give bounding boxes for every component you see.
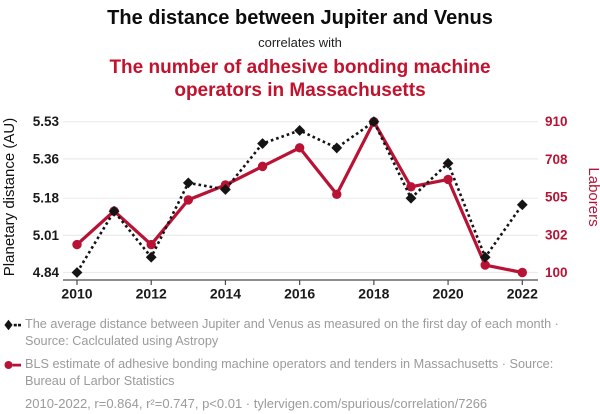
title-block: The distance between Jupiter and Venus c… bbox=[0, 7, 600, 102]
data-point-diamond bbox=[294, 125, 306, 136]
data-point-diamond bbox=[71, 267, 83, 278]
footer-stats-and-url: 2010-2022, r=0.864, r²=0.747, p<0.01 · t… bbox=[25, 396, 488, 411]
data-point-diamond bbox=[220, 184, 231, 195]
data-point-circle bbox=[257, 161, 268, 172]
x-tick-label: 2022 bbox=[507, 286, 538, 302]
x-tick-label: 2020 bbox=[433, 286, 464, 302]
data-point-circle bbox=[443, 174, 453, 185]
legend: The average distance between Jupiter and… bbox=[4, 316, 590, 389]
data-point-diamond bbox=[516, 199, 528, 211]
x-tick-label: 2018 bbox=[358, 286, 389, 302]
right-tick-label: 910 bbox=[545, 114, 568, 129]
legend-label-jupiter-venus: The average distance between Jupiter and… bbox=[25, 317, 559, 348]
page-title: The distance between Jupiter and Venus bbox=[107, 7, 493, 29]
data-point-diamond bbox=[405, 192, 417, 204]
x-tick-label: 2016 bbox=[284, 286, 315, 302]
data-point-diamond bbox=[479, 251, 491, 263]
right-axis-title: Laborers bbox=[585, 167, 600, 226]
right-tick-label: 708 bbox=[545, 152, 568, 167]
left-tick-label: 4.84 bbox=[33, 265, 60, 280]
title-connector: correlates with bbox=[258, 35, 342, 50]
right-tick-label: 100 bbox=[545, 265, 568, 280]
left-tick-label: 5.18 bbox=[33, 191, 60, 206]
left-axis-title: Planetary distance (AU) bbox=[1, 118, 18, 276]
legend-item-jupiter-venus: The average distance between Jupiter and… bbox=[4, 316, 590, 349]
data-point-diamond bbox=[368, 116, 380, 128]
data-point-circle bbox=[517, 267, 527, 278]
x-tick-label: 2014 bbox=[210, 286, 241, 302]
data-point-diamond bbox=[145, 251, 157, 263]
data-point-diamond bbox=[442, 157, 454, 169]
page-subtitle: The number of adhesive bonding machine o… bbox=[109, 57, 491, 101]
right-tick-label: 302 bbox=[545, 227, 568, 242]
data-point-circle bbox=[72, 239, 82, 250]
legend-item-bls-operators: BLS estimate of adhesive bonding machine… bbox=[4, 356, 590, 389]
diamond-dashed-line-icon bbox=[4, 319, 21, 331]
left-tick-label: 5.36 bbox=[33, 151, 60, 166]
legend-label-bls-operators: BLS estimate of adhesive bonding machine… bbox=[25, 357, 554, 388]
x-tick-label: 2012 bbox=[136, 286, 167, 302]
data-point-circle bbox=[294, 143, 305, 153]
left-tick-label: 5.01 bbox=[33, 228, 60, 243]
chart-area: 2010 2012 2014 2016 2018 2020 2022 4.84 5.01 5.18… bbox=[0, 105, 600, 310]
left-tick-label: 5.53 bbox=[33, 114, 60, 129]
data-point-circle bbox=[406, 182, 416, 192]
x-tick-label: 2010 bbox=[61, 286, 92, 302]
data-point-circle bbox=[183, 195, 194, 205]
data-point-diamond bbox=[257, 138, 268, 149]
right-tick-label: 505 bbox=[545, 190, 568, 205]
circle-solid-line-icon bbox=[4, 361, 21, 369]
data-point-circle bbox=[332, 189, 342, 200]
data-point-circle bbox=[146, 239, 156, 250]
chart-canvas: 2010 2012 2014 2016 2018 2020 2022 4.84 5.01 5.18… bbox=[1, 114, 600, 302]
data-point-diamond bbox=[108, 205, 120, 217]
data-point-circle bbox=[480, 260, 490, 270]
data-point-diamond bbox=[182, 177, 194, 189]
data-point-diamond bbox=[331, 142, 343, 154]
